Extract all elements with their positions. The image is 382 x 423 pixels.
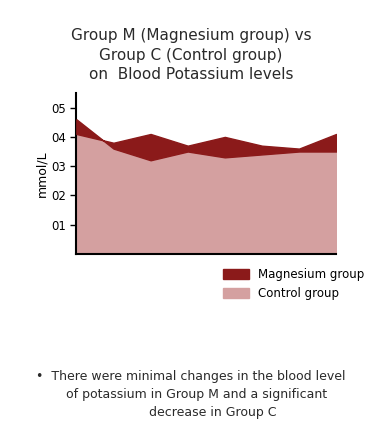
Legend: Magnesium group, Control group: Magnesium group, Control group bbox=[223, 268, 365, 300]
Text: •  There were minimal changes in the blood level
   of potassium in Group M and : • There were minimal changes in the bloo… bbox=[36, 370, 346, 419]
Text: Group M (Magnesium group) vs
Group C (Control group)
on  Blood Potassium levels: Group M (Magnesium group) vs Group C (Co… bbox=[71, 28, 311, 82]
Y-axis label: mmol/L: mmol/L bbox=[35, 150, 49, 197]
